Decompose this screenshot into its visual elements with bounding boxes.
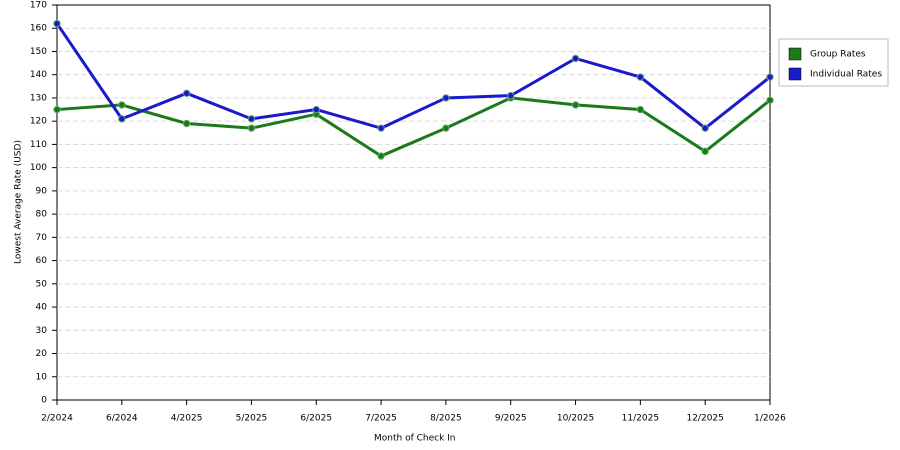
data-point [442,124,450,132]
data-point [766,73,774,81]
data-point [118,101,126,109]
y-tick-label: 100 [30,163,47,173]
y-tick-label: 110 [30,140,47,150]
x-tick-label: 8/2025 [430,414,462,424]
data-point [53,19,61,28]
y-tick-label: 40 [36,303,48,313]
y-tick-label: 70 [36,233,48,243]
series-line [55,22,771,131]
y-tick-label: 60 [36,256,48,266]
x-tick-label: 12/2025 [686,414,723,424]
y-tick-label: 20 [36,349,48,359]
data-point [182,89,191,97]
y-tick-label: 90 [36,186,48,196]
y-tick-label: 30 [36,326,48,336]
legend-label: Group Rates [810,50,866,60]
data-point [766,96,774,104]
x-tick-label: 5/2025 [236,414,268,424]
data-point [507,91,515,100]
y-tick-label: 50 [36,279,48,289]
plot-frame [56,4,771,401]
x-tick-label: 10/2025 [557,414,594,424]
x-tick-label: 11/2025 [622,414,659,424]
data-point [636,105,645,114]
data-point [247,124,256,132]
x-tick-label: 9/2025 [495,414,527,424]
legend-swatch [788,47,802,61]
x-axis-title: Month of Check In [374,434,456,444]
data-point [701,124,709,132]
y-tick-label: 130 [30,93,47,103]
x-tick-label: 6/2024 [106,414,138,424]
data-point [701,147,709,156]
data-point [377,124,385,132]
data-point [377,152,385,160]
data-point [182,119,191,128]
data-point [118,115,126,123]
y-tick-label: 120 [30,117,47,127]
y-tick-label: 160 [30,24,47,34]
x-tick-label: 1/2026 [754,414,786,424]
data-point [636,73,645,81]
series-line [56,96,771,158]
data-point [442,94,450,102]
x-tick-label: 7/2025 [365,414,397,424]
data-point [571,101,580,109]
y-tick-label: 170 [30,1,47,11]
data-point [53,105,61,114]
y-tick-label: 140 [30,70,47,80]
data-point [247,115,256,123]
y-axis-title: Lowest Average Rate (USD) [14,140,24,264]
data-point [312,105,320,114]
data-point [571,54,580,63]
y-tick-label: 80 [36,210,48,220]
x-tick-label: 6/2025 [300,414,332,424]
legend-label: Individual Rates [810,70,882,80]
y-tick-label: 0 [41,396,47,406]
y-tick-label: 150 [30,47,47,57]
x-tick-label: 4/2025 [171,414,203,424]
legend-swatch [788,67,802,81]
y-tick-label: 10 [36,372,48,382]
x-tick-label: 2/2024 [41,414,73,424]
